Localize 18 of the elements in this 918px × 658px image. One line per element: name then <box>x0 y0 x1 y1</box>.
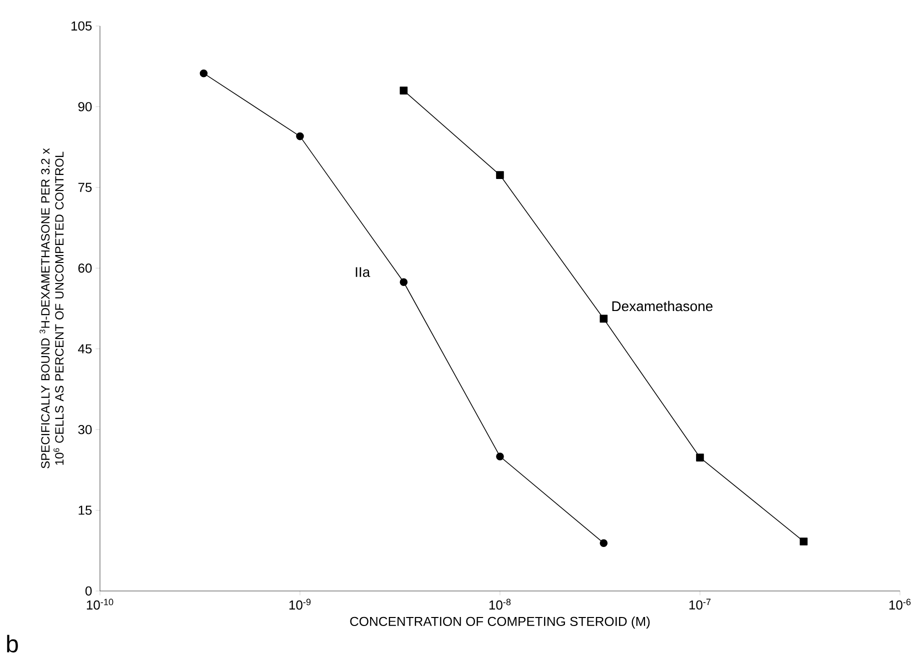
y-tick-label: 15 <box>78 506 92 515</box>
x-tick-label: 10$^{-9}$ <box>289 598 311 610</box>
y-tick-label: 0 <box>85 586 92 596</box>
text: SPECIFICALLY BOUND $^{3}$H-DEXAMETHASONE PER 3.2 x 10$^{6}$ CELLS AS PERCENT OF UNCOMPETED CONTROL <box>40 148 64 468</box>
y-tick-label: 60 <box>78 264 92 273</box>
x-tick-label: 10$^{-6}$ <box>889 598 911 610</box>
y-tick-label: 75 <box>78 182 92 192</box>
y-tick-label: 105 <box>71 21 92 31</box>
y-tick-label: 30 <box>78 424 92 434</box>
x-tick-label: 10$^{-8}$ <box>489 598 511 610</box>
series-label: Dexamethasone <box>612 300 713 312</box>
series-label: IIa <box>356 267 370 278</box>
y-tick-label: 45 <box>78 344 92 354</box>
x-axis-title: CONCENTRATION OF COMPETING STEROID (M) <box>350 616 650 629</box>
x-tick-label: 10$^{-7}$ <box>689 598 711 610</box>
y-tick-label: 90 <box>78 102 92 112</box>
text: b <box>7 634 18 652</box>
x-tick-label: 10$^{-10}$ <box>86 598 114 610</box>
